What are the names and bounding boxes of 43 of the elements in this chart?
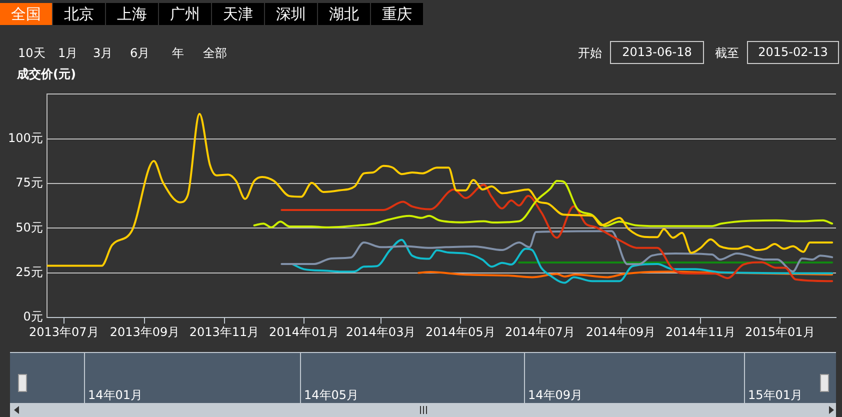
text: 年 — [172, 45, 184, 62]
x-tick-label: 2013年09月 — [110, 324, 180, 339]
line-series — [280, 184, 834, 282]
text: 广州 — [159, 3, 211, 25]
y-axis-title: 成交价(元) — [17, 66, 76, 83]
text: 湖北 — [318, 3, 370, 25]
text: 全国 — [0, 3, 52, 25]
y-tick-label: 100元 — [8, 131, 43, 146]
line-series — [280, 230, 834, 272]
text: 14年09月 — [528, 387, 583, 404]
text: 14年01月 — [88, 387, 143, 404]
text: 重庆 — [371, 3, 423, 25]
y-tick-label: 50元 — [16, 220, 43, 234]
x-tick-label: 2013年07月 — [28, 324, 99, 339]
text: 6月 — [130, 45, 150, 62]
y-tick-label: 25元 — [16, 265, 43, 280]
x-tick-label: 2015年01月 — [745, 324, 815, 339]
line-series — [291, 238, 834, 284]
text: 1月 — [58, 45, 78, 62]
text: 15年01月 — [748, 387, 803, 404]
text: 天津 — [212, 3, 264, 25]
text: 10天 — [18, 45, 46, 62]
x-tick-label: 2014年11月 — [665, 324, 736, 339]
x-tick-label: 2014年01月 — [268, 324, 339, 339]
text: 开始 — [578, 45, 602, 62]
text: 全部 — [203, 45, 227, 62]
y-tick-label: 0元 — [23, 310, 43, 324]
line-series — [253, 180, 834, 228]
text: 2013-06-18 — [610, 41, 704, 64]
x-tick-label: 2014年05月 — [425, 324, 496, 339]
y-tick-label: 75元 — [16, 176, 43, 190]
text: 上海 — [106, 3, 158, 25]
x-tick-label: 2014年03月 — [346, 324, 416, 339]
text: 深圳 — [265, 3, 317, 25]
text: 北京 — [53, 3, 105, 25]
text: 14年05月 — [304, 387, 359, 404]
line-series — [46, 112, 834, 267]
text: 3月 — [93, 45, 113, 62]
x-tick-label: 2014年07月 — [505, 324, 575, 339]
x-tick-label: 2014年09月 — [586, 324, 656, 339]
text: 截至 — [715, 45, 739, 62]
text: 2015-02-13 — [747, 41, 839, 64]
x-tick-label: 2013年11月 — [189, 324, 260, 339]
